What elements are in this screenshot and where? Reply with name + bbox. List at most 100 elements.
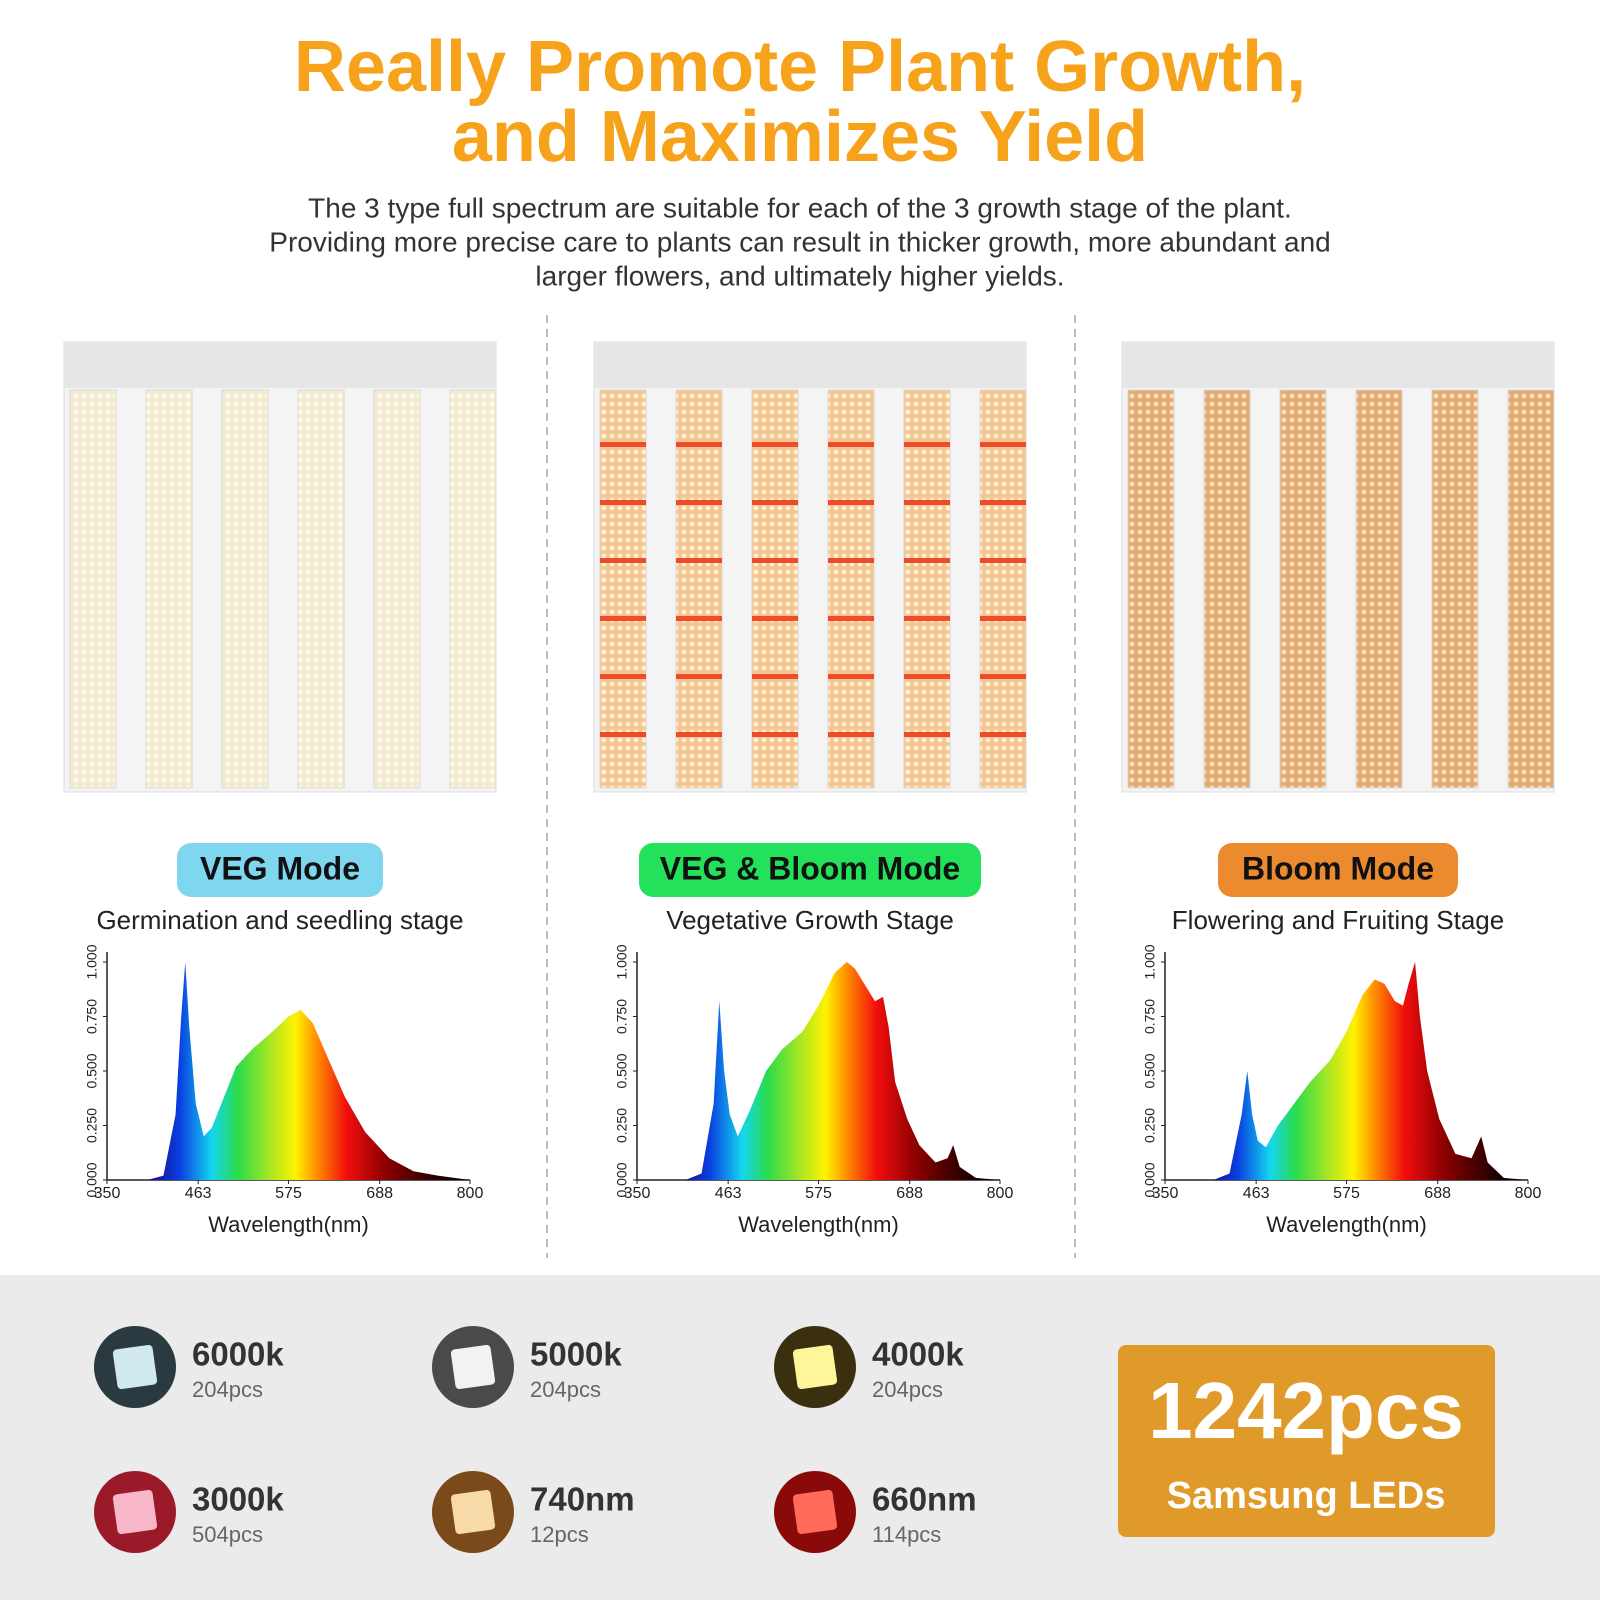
spectrum-area	[107, 962, 470, 1180]
led-icon-chip	[112, 1344, 158, 1390]
title: Really Promote Plant Growth,	[294, 27, 1306, 107]
y-tick-label: 1.000	[84, 944, 100, 979]
led-count: 114pcs	[872, 1522, 941, 1547]
led-bar	[1431, 389, 1479, 789]
led-name: 660nm	[872, 1481, 977, 1518]
fixture-top	[1122, 342, 1554, 388]
red-led-row	[980, 674, 1026, 679]
red-led-row	[904, 558, 950, 563]
red-led-row	[600, 732, 646, 737]
red-led-row	[828, 732, 874, 737]
fixture-frame	[63, 341, 497, 793]
x-tick-label: 575	[805, 1185, 832, 1202]
red-led-row	[904, 500, 950, 505]
led-bar	[1355, 389, 1403, 789]
red-led-row	[980, 442, 1026, 447]
led-bar	[903, 389, 951, 789]
stage-label: Flowering and Fruiting Stage	[1172, 905, 1504, 935]
led-bar	[373, 389, 421, 789]
red-led-row	[752, 674, 798, 679]
y-tick-label: 0.000	[614, 1162, 630, 1197]
x-tick-label: 463	[1243, 1185, 1270, 1202]
led-icon-chip	[112, 1489, 158, 1535]
red-led-row	[676, 616, 722, 621]
red-led-row	[828, 616, 874, 621]
red-led-row	[676, 500, 722, 505]
total-count: 1242pcs	[1148, 1366, 1464, 1455]
led-bar	[297, 389, 345, 789]
y-tick-label: 0.750	[1142, 999, 1158, 1034]
total-label: Samsung LEDs	[1167, 1475, 1446, 1517]
led-icon-chip	[792, 1489, 838, 1535]
mode-label: Bloom Mode	[1242, 850, 1434, 886]
red-led-row	[828, 442, 874, 447]
led-bar	[675, 389, 723, 789]
fixture-frame	[1121, 341, 1555, 793]
led-count: 12pcs	[530, 1522, 589, 1547]
mode-pill	[1218, 843, 1458, 897]
led-count: 204pcs	[872, 1377, 943, 1402]
mode-label: VEG & Bloom Mode	[660, 850, 960, 886]
spectrum-area	[637, 962, 1000, 1180]
y-tick-label: 0.750	[614, 999, 630, 1034]
red-led-row	[904, 732, 950, 737]
led-bar	[1203, 389, 1251, 789]
x-tick-label: 688	[366, 1185, 393, 1202]
led-name: 3000k	[192, 1481, 284, 1518]
x-tick-label: 575	[1333, 1185, 1360, 1202]
x-axis-label: Wavelength(nm)	[738, 1212, 899, 1237]
red-led-row	[752, 558, 798, 563]
led-bar	[979, 389, 1027, 789]
x-axis-label: Wavelength(nm)	[208, 1212, 369, 1237]
fixture-top	[64, 342, 496, 388]
mode-pill	[639, 843, 981, 897]
led-bar	[145, 389, 193, 789]
x-tick-label: 800	[1515, 1185, 1542, 1202]
led-bar	[1507, 389, 1555, 789]
y-tick-label: 0.000	[84, 1162, 100, 1197]
x-tick-label: 350	[1152, 1185, 1179, 1202]
led-icon-chip	[792, 1344, 838, 1390]
red-led-row	[600, 500, 646, 505]
red-led-row	[600, 674, 646, 679]
y-tick-label: 0.250	[84, 1108, 100, 1143]
red-led-row	[752, 442, 798, 447]
led-name: 4000k	[872, 1336, 964, 1373]
red-led-row	[828, 674, 874, 679]
red-led-row	[980, 616, 1026, 621]
x-tick-label: 688	[896, 1185, 923, 1202]
x-tick-label: 463	[715, 1185, 742, 1202]
fixture-top	[594, 342, 1026, 388]
stage-label: Germination and seedling stage	[96, 905, 463, 935]
led-icon-chip	[450, 1489, 496, 1535]
red-led-row	[676, 442, 722, 447]
x-tick-label: 800	[457, 1185, 484, 1202]
y-tick-label: 0.250	[1142, 1108, 1158, 1143]
led-count: 204pcs	[530, 1377, 601, 1402]
red-led-row	[676, 558, 722, 563]
x-tick-label: 350	[624, 1185, 651, 1202]
red-led-row	[980, 558, 1026, 563]
subtitle: larger flowers, and ultimately higher yi…	[535, 260, 1064, 291]
subtitle: Providing more precise care to plants ca…	[269, 226, 1330, 257]
subtitle: The 3 type full spectrum are suitable fo…	[308, 192, 1292, 223]
y-tick-label: 0.000	[1142, 1162, 1158, 1197]
total-box	[1118, 1345, 1495, 1537]
red-led-row	[676, 674, 722, 679]
red-led-row	[904, 442, 950, 447]
led-count: 204pcs	[192, 1377, 263, 1402]
red-led-row	[600, 442, 646, 447]
y-tick-label: 0.500	[84, 1053, 100, 1088]
x-tick-label: 575	[275, 1185, 302, 1202]
mode-pill	[177, 843, 383, 897]
y-tick-label: 0.250	[614, 1108, 630, 1143]
red-led-row	[600, 616, 646, 621]
red-led-row	[828, 558, 874, 563]
red-led-row	[904, 616, 950, 621]
x-tick-label: 800	[987, 1185, 1014, 1202]
red-led-row	[980, 500, 1026, 505]
led-name: 740nm	[530, 1481, 635, 1518]
led-bar	[751, 389, 799, 789]
y-tick-label: 0.750	[84, 999, 100, 1034]
